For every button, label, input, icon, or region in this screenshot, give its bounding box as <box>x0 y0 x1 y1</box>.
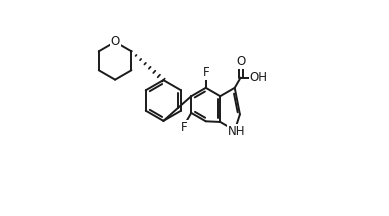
Text: O: O <box>236 55 245 68</box>
Text: F: F <box>181 121 187 133</box>
Text: NH: NH <box>228 125 245 138</box>
Text: OH: OH <box>249 71 268 84</box>
Text: F: F <box>202 66 209 79</box>
Text: O: O <box>110 35 120 48</box>
